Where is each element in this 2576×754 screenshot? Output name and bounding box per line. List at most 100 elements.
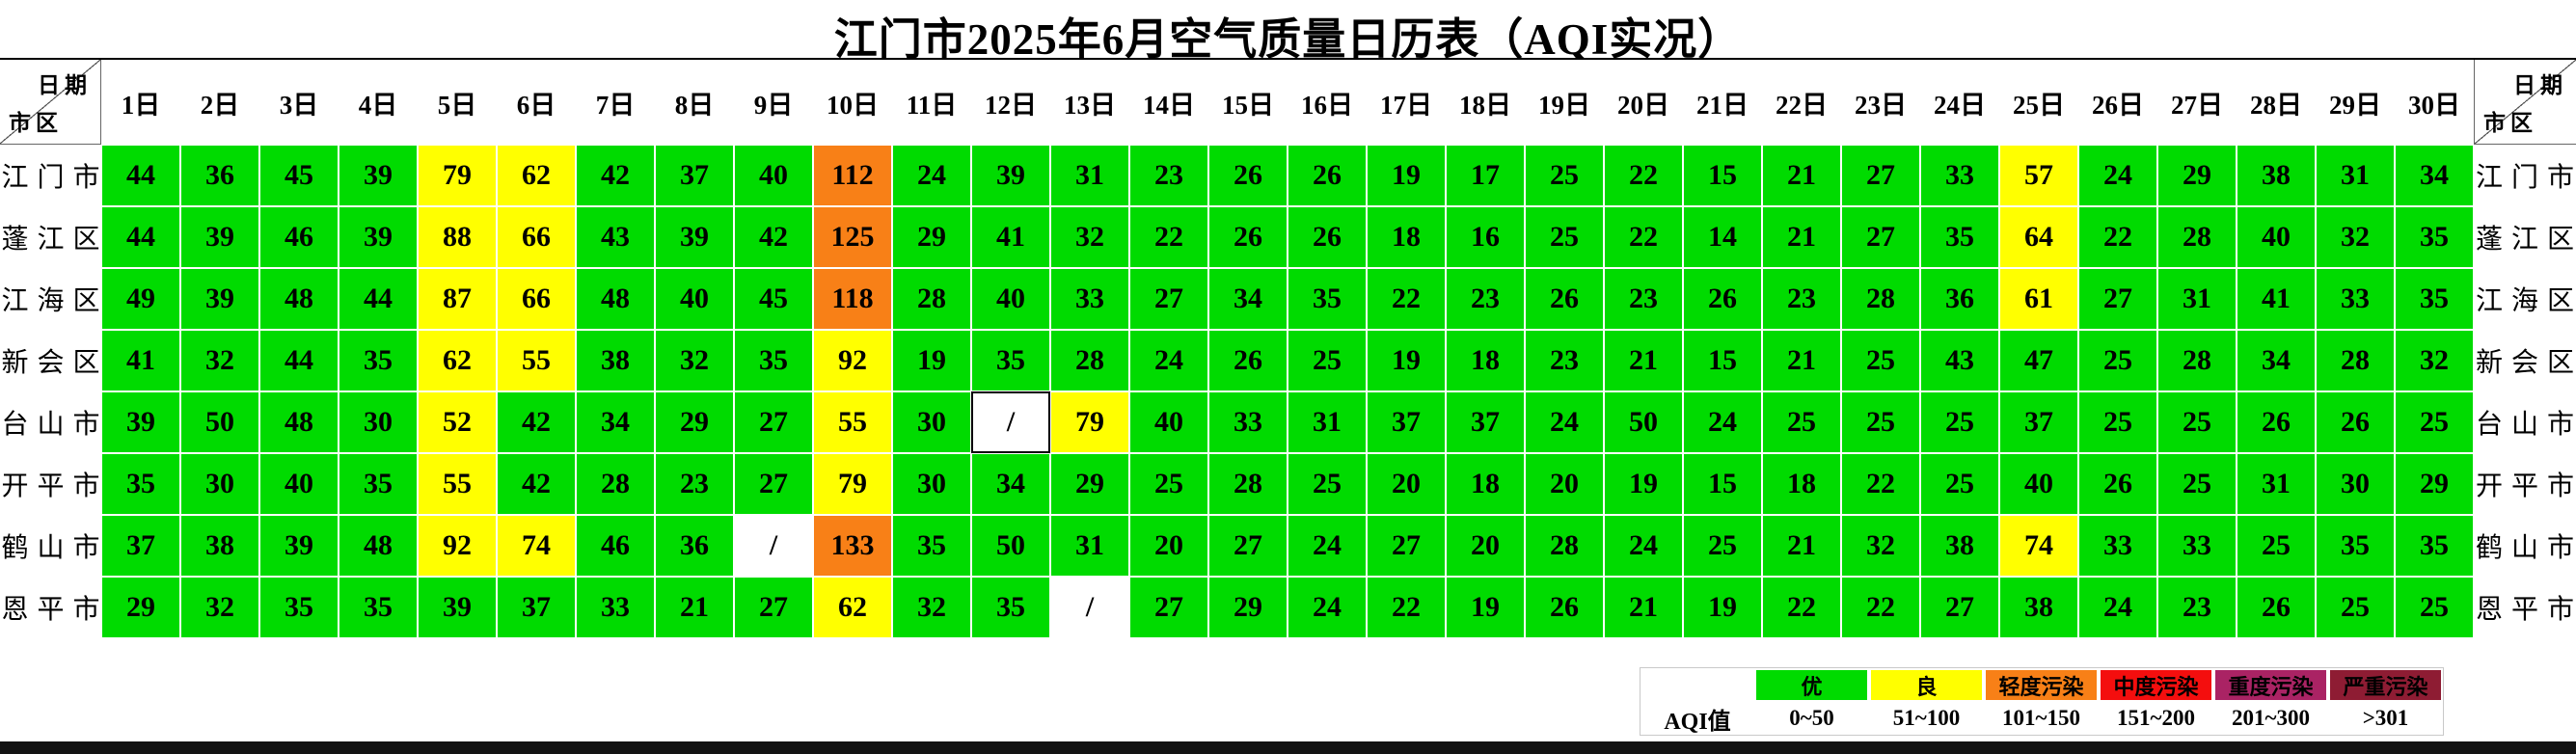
aqi-cell[interactable]: 35 bbox=[892, 515, 971, 577]
aqi-cell[interactable]: / bbox=[971, 391, 1050, 453]
aqi-cell[interactable]: 19 bbox=[1604, 453, 1683, 515]
aqi-cell[interactable]: 79 bbox=[1050, 391, 1129, 453]
aqi-cell[interactable]: 18 bbox=[1367, 206, 1446, 268]
aqi-cell[interactable]: 31 bbox=[2237, 453, 2316, 515]
aqi-cell[interactable]: 26 bbox=[1525, 268, 1604, 330]
aqi-cell[interactable]: 28 bbox=[1208, 453, 1288, 515]
row-header-left[interactable]: 江门市 bbox=[0, 145, 101, 206]
aqi-cell[interactable]: 22 bbox=[1129, 206, 1208, 268]
aqi-cell[interactable]: 62 bbox=[418, 330, 497, 391]
aqi-cell[interactable]: 25 bbox=[2078, 391, 2157, 453]
aqi-cell[interactable]: 21 bbox=[1762, 515, 1841, 577]
column-header-day-23[interactable]: 23日 bbox=[1841, 60, 1920, 145]
aqi-cell[interactable]: 34 bbox=[971, 453, 1050, 515]
aqi-cell[interactable]: 24 bbox=[1288, 577, 1367, 638]
aqi-cell[interactable]: 21 bbox=[1762, 145, 1841, 206]
column-header-day-28[interactable]: 28日 bbox=[2237, 60, 2316, 145]
aqi-cell[interactable]: 38 bbox=[576, 330, 655, 391]
row-header-left[interactable]: 新会区 bbox=[0, 330, 101, 391]
aqi-cell[interactable]: 57 bbox=[1999, 145, 2078, 206]
aqi-cell[interactable]: 33 bbox=[1050, 268, 1129, 330]
aqi-cell[interactable]: 74 bbox=[497, 515, 576, 577]
aqi-cell[interactable]: 21 bbox=[655, 577, 734, 638]
column-header-day-24[interactable]: 24日 bbox=[1920, 60, 1999, 145]
aqi-cell[interactable]: 37 bbox=[1446, 391, 1525, 453]
aqi-cell[interactable]: 35 bbox=[339, 330, 418, 391]
aqi-cell[interactable]: 32 bbox=[2395, 330, 2474, 391]
aqi-cell[interactable]: 26 bbox=[1288, 206, 1367, 268]
column-header-day-19[interactable]: 19日 bbox=[1525, 60, 1604, 145]
aqi-cell[interactable]: 30 bbox=[339, 391, 418, 453]
aqi-cell[interactable]: 16 bbox=[1446, 206, 1525, 268]
aqi-cell[interactable]: 32 bbox=[1050, 206, 1129, 268]
aqi-cell[interactable]: 41 bbox=[2237, 268, 2316, 330]
aqi-cell[interactable]: 29 bbox=[1050, 453, 1129, 515]
row-header-left[interactable]: 江海区 bbox=[0, 268, 101, 330]
aqi-cell[interactable]: 21 bbox=[1604, 330, 1683, 391]
aqi-cell[interactable]: 55 bbox=[497, 330, 576, 391]
aqi-cell[interactable]: 125 bbox=[813, 206, 892, 268]
column-header-day-30[interactable]: 30日 bbox=[2395, 60, 2474, 145]
aqi-cell[interactable]: 30 bbox=[2316, 453, 2395, 515]
aqi-cell[interactable]: 22 bbox=[1367, 577, 1446, 638]
aqi-cell[interactable]: 30 bbox=[892, 391, 971, 453]
aqi-cell[interactable]: 25 bbox=[2237, 515, 2316, 577]
column-header-day-17[interactable]: 17日 bbox=[1367, 60, 1446, 145]
aqi-cell[interactable]: 25 bbox=[1841, 391, 1920, 453]
aqi-cell[interactable]: 40 bbox=[971, 268, 1050, 330]
aqi-cell[interactable]: 41 bbox=[971, 206, 1050, 268]
aqi-cell[interactable]: 19 bbox=[1683, 577, 1762, 638]
aqi-cell[interactable]: 44 bbox=[259, 330, 339, 391]
aqi-cell[interactable]: 25 bbox=[2157, 391, 2237, 453]
aqi-cell[interactable]: 42 bbox=[576, 145, 655, 206]
aqi-cell[interactable]: 22 bbox=[1762, 577, 1841, 638]
row-header-left[interactable]: 鹤山市 bbox=[0, 515, 101, 577]
aqi-cell[interactable]: 44 bbox=[101, 145, 180, 206]
aqi-cell[interactable]: 28 bbox=[1841, 268, 1920, 330]
aqi-cell[interactable]: 87 bbox=[418, 268, 497, 330]
row-header-right[interactable]: 开平市 bbox=[2474, 453, 2576, 515]
aqi-cell[interactable]: 79 bbox=[813, 453, 892, 515]
aqi-cell[interactable]: 35 bbox=[734, 330, 813, 391]
aqi-cell[interactable]: 92 bbox=[813, 330, 892, 391]
aqi-cell[interactable]: 39 bbox=[339, 145, 418, 206]
aqi-cell[interactable]: 26 bbox=[1525, 577, 1604, 638]
aqi-cell[interactable]: 25 bbox=[2395, 577, 2474, 638]
column-header-day-21[interactable]: 21日 bbox=[1683, 60, 1762, 145]
aqi-cell[interactable]: 35 bbox=[2395, 515, 2474, 577]
column-header-day-11[interactable]: 11日 bbox=[892, 60, 971, 145]
aqi-cell[interactable]: 88 bbox=[418, 206, 497, 268]
aqi-cell[interactable]: 45 bbox=[259, 145, 339, 206]
aqi-cell[interactable]: 24 bbox=[1525, 391, 1604, 453]
aqi-cell[interactable]: / bbox=[734, 515, 813, 577]
aqi-cell[interactable]: 32 bbox=[892, 577, 971, 638]
aqi-cell[interactable]: 50 bbox=[971, 515, 1050, 577]
aqi-cell[interactable]: 28 bbox=[1525, 515, 1604, 577]
aqi-cell[interactable]: 50 bbox=[180, 391, 259, 453]
aqi-cell[interactable]: 27 bbox=[2078, 268, 2157, 330]
aqi-cell[interactable]: 28 bbox=[2157, 206, 2237, 268]
aqi-cell[interactable]: 28 bbox=[2157, 330, 2237, 391]
aqi-cell[interactable]: 27 bbox=[734, 577, 813, 638]
aqi-cell[interactable]: 18 bbox=[1446, 330, 1525, 391]
aqi-cell[interactable]: 27 bbox=[1367, 515, 1446, 577]
aqi-cell[interactable]: 40 bbox=[655, 268, 734, 330]
aqi-cell[interactable]: 20 bbox=[1525, 453, 1604, 515]
aqi-cell[interactable]: 35 bbox=[1288, 268, 1367, 330]
aqi-cell[interactable]: 27 bbox=[1129, 577, 1208, 638]
aqi-cell[interactable]: 48 bbox=[259, 391, 339, 453]
column-header-day-18[interactable]: 18日 bbox=[1446, 60, 1525, 145]
aqi-cell[interactable]: 25 bbox=[1920, 391, 1999, 453]
aqi-cell[interactable]: 45 bbox=[734, 268, 813, 330]
row-header-right[interactable]: 江门市 bbox=[2474, 145, 2576, 206]
aqi-cell[interactable]: 50 bbox=[1604, 391, 1683, 453]
aqi-cell[interactable]: 40 bbox=[734, 145, 813, 206]
aqi-cell[interactable]: 37 bbox=[497, 577, 576, 638]
aqi-cell[interactable]: 38 bbox=[1999, 577, 2078, 638]
aqi-cell[interactable]: 24 bbox=[2078, 577, 2157, 638]
aqi-cell[interactable]: 43 bbox=[576, 206, 655, 268]
aqi-cell[interactable]: 15 bbox=[1683, 145, 1762, 206]
aqi-cell[interactable]: 40 bbox=[1129, 391, 1208, 453]
aqi-cell[interactable]: 64 bbox=[1999, 206, 2078, 268]
aqi-cell[interactable]: 25 bbox=[1525, 206, 1604, 268]
